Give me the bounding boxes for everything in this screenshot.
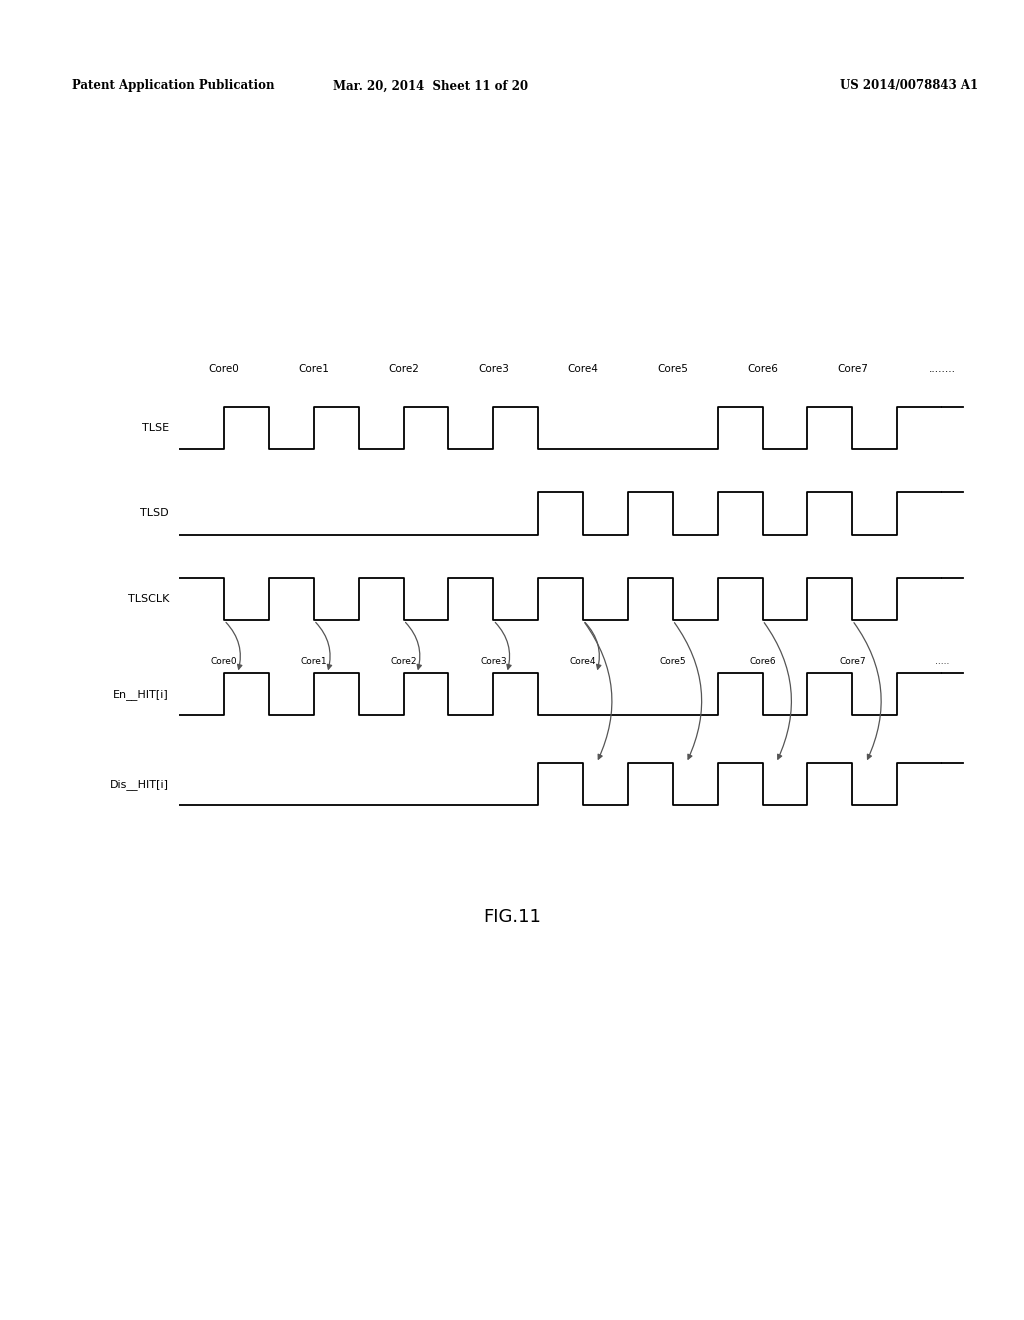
Text: Core0: Core0 [211,657,238,665]
Text: FIG.11: FIG.11 [483,908,541,927]
Text: Core5: Core5 [659,657,686,665]
Text: Core7: Core7 [837,363,867,374]
Text: Core0: Core0 [209,363,240,374]
Text: ........: ........ [929,363,955,374]
Text: TLSD: TLSD [140,508,169,519]
Text: En__HIT[i]: En__HIT[i] [114,689,169,700]
Text: Core2: Core2 [388,363,419,374]
Text: Core2: Core2 [390,657,417,665]
Text: TLSE: TLSE [142,422,169,433]
Text: .....: ..... [935,657,949,665]
Text: Core6: Core6 [748,363,778,374]
Text: Dis__HIT[i]: Dis__HIT[i] [110,779,169,789]
Text: Core1: Core1 [298,363,330,374]
Text: TLSCLK: TLSCLK [128,594,169,605]
Text: Core6: Core6 [750,657,776,665]
Text: Patent Application Publication: Patent Application Publication [72,79,274,92]
Text: Mar. 20, 2014  Sheet 11 of 20: Mar. 20, 2014 Sheet 11 of 20 [333,79,527,92]
Text: Core3: Core3 [480,657,507,665]
Text: Core4: Core4 [567,363,598,374]
Text: Core5: Core5 [657,363,688,374]
Text: Core4: Core4 [569,657,596,665]
Text: US 2014/0078843 A1: US 2014/0078843 A1 [840,79,978,92]
Text: Core7: Core7 [839,657,865,665]
Text: Core1: Core1 [300,657,327,665]
Text: Core3: Core3 [478,363,509,374]
